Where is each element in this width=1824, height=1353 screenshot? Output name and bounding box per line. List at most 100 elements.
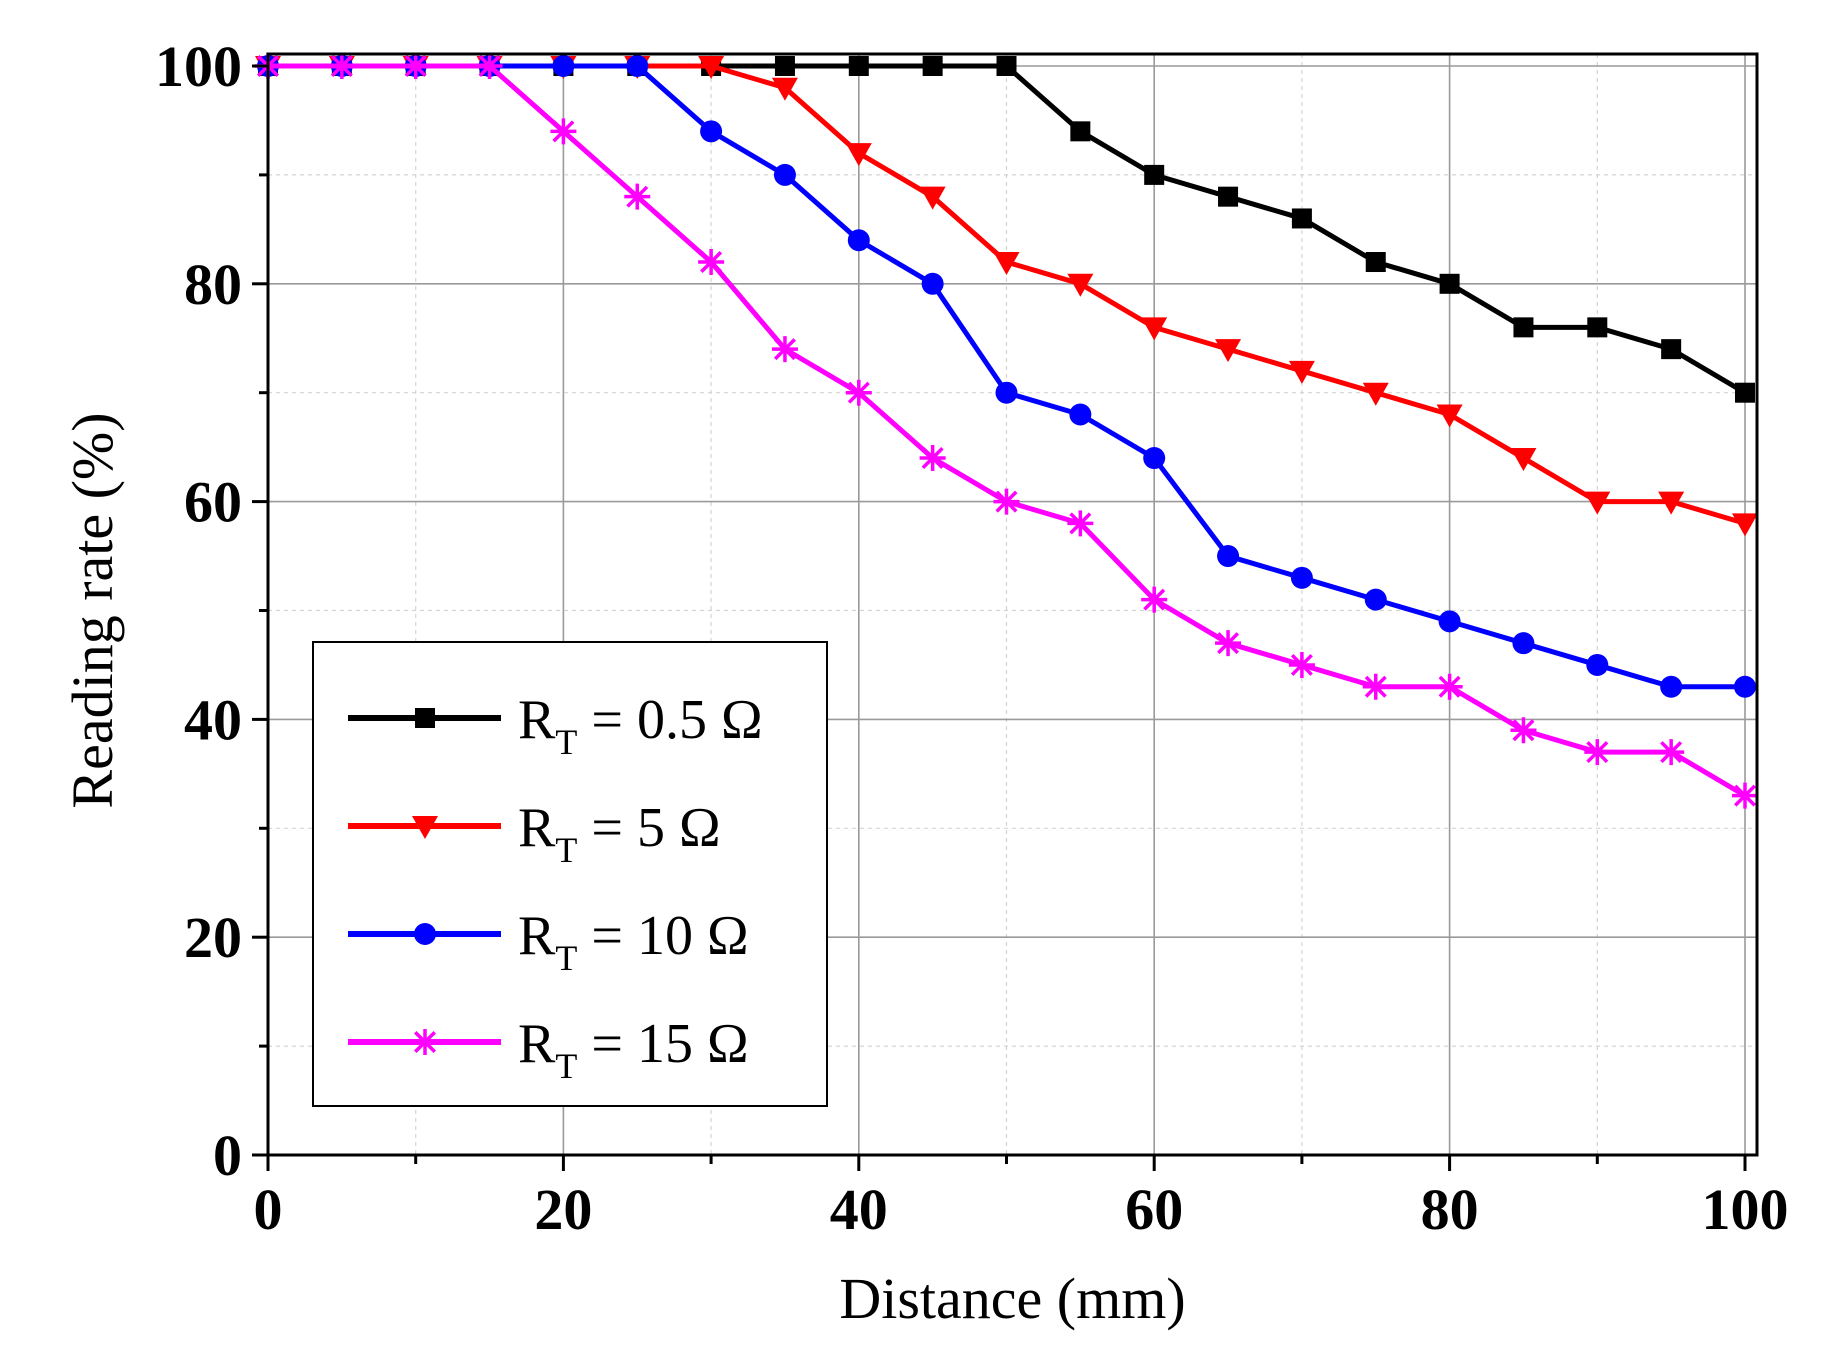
- square-marker: [848, 56, 869, 76]
- square-marker: [1513, 317, 1534, 338]
- x-tick-label: 20: [534, 1177, 592, 1242]
- legend-item-1: RT = 0.5 Ω: [348, 689, 763, 762]
- asterisk-marker: [993, 488, 1020, 515]
- square-marker: [774, 56, 795, 76]
- triangle-down-marker: [1436, 404, 1463, 428]
- triangle-down-marker: [845, 143, 872, 167]
- asterisk-marker: [1215, 630, 1242, 657]
- circle-marker: [921, 272, 944, 295]
- asterisk-marker: [1067, 510, 1094, 537]
- legend: RT = 0.5 ΩRT = 5 ΩRT = 10 ΩRT = 15 Ω: [312, 641, 828, 1107]
- square-marker: [1735, 382, 1755, 403]
- triangle-down-marker: [1141, 317, 1168, 341]
- y-tick-label: 40: [184, 687, 242, 752]
- circle-marker: [995, 381, 1018, 404]
- triangle-down-marker: [1732, 513, 1758, 537]
- x-tick-label: 100: [1702, 1177, 1789, 1242]
- asterisk-marker: [1362, 673, 1389, 700]
- triangle-down-marker: [1510, 448, 1537, 472]
- legend-item-3: RT = 10 Ω: [348, 905, 749, 978]
- legend-label-main: R: [518, 689, 556, 751]
- circle-marker: [1290, 566, 1313, 589]
- y-tick-label: 100: [155, 34, 242, 99]
- square-marker: [415, 708, 435, 728]
- circle-marker: [700, 120, 723, 143]
- plot-area-frame: [266, 52, 1759, 1157]
- square-marker: [1070, 121, 1091, 142]
- circle-marker: [1143, 447, 1166, 470]
- circle-marker: [773, 163, 796, 186]
- asterisk-marker: [412, 1029, 438, 1055]
- asterisk-marker: [919, 445, 946, 472]
- asterisk-marker: [402, 53, 429, 79]
- asterisk-marker: [550, 118, 577, 145]
- legend-label-main: R: [518, 1013, 556, 1075]
- square-marker: [1144, 164, 1165, 185]
- square-marker: [1365, 252, 1386, 273]
- circle-marker: [1069, 403, 1092, 426]
- triangle-down-marker: [1658, 491, 1685, 515]
- triangle-down-marker: [919, 186, 946, 210]
- legend-label-subscript: T: [555, 938, 577, 978]
- legend-label-rest: = 10 Ω: [577, 905, 748, 967]
- axis-tick-labels: 0 20 40 60 80 100 0 20 40 60 80 100: [155, 34, 1789, 1242]
- triangle-down-marker: [993, 252, 1020, 276]
- y-tick-label: 0: [213, 1123, 242, 1188]
- legend-label-main: R: [518, 797, 556, 859]
- x-tick-label: 0: [254, 1177, 283, 1242]
- circle-marker: [1364, 588, 1387, 611]
- circle-marker: [626, 55, 649, 77]
- legend-label-rest: = 0.5 Ω: [577, 689, 762, 751]
- triangle-down-marker: [1362, 382, 1389, 406]
- legend-label-rest: = 5 Ω: [577, 797, 720, 859]
- asterisk-marker: [476, 53, 503, 79]
- legend-label-subscript: T: [555, 722, 577, 762]
- square-marker: [1661, 339, 1682, 360]
- asterisk-marker: [845, 379, 872, 406]
- asterisk-marker: [1658, 739, 1685, 766]
- legend-item-2: RT = 5 Ω: [348, 797, 721, 870]
- asterisk-marker: [771, 336, 798, 363]
- circle-marker: [847, 229, 870, 252]
- triangle-down-marker: [771, 77, 798, 101]
- square-marker: [996, 56, 1017, 76]
- triangle-down-marker: [1215, 339, 1242, 363]
- asterisk-marker: [698, 249, 725, 276]
- asterisk-marker: [624, 183, 651, 210]
- square-marker: [1291, 208, 1312, 229]
- triangle-down-marker: [698, 56, 725, 79]
- legend-label-main: R: [518, 905, 556, 967]
- circle-marker: [1512, 632, 1535, 655]
- asterisk-marker: [1584, 739, 1611, 766]
- triangle-down-marker: [412, 816, 438, 839]
- legend-label-rest: = 15 Ω: [577, 1013, 748, 1075]
- triangle-down-marker: [1584, 491, 1611, 515]
- asterisk-marker: [1141, 586, 1168, 613]
- x-tick-label: 60: [1125, 1177, 1183, 1242]
- asterisk-marker: [328, 53, 355, 79]
- triangle-down-marker: [1288, 360, 1315, 384]
- circle-marker: [1734, 675, 1756, 698]
- x-axis-title: Distance (mm): [839, 1266, 1185, 1331]
- y-axis-title: Reading rate (%): [60, 412, 125, 808]
- x-tick-label: 80: [1421, 1177, 1479, 1242]
- circle-marker: [1438, 610, 1461, 633]
- x-tick-label: 40: [830, 1177, 888, 1242]
- triangle-down-marker: [1067, 273, 1094, 297]
- legend-label: RT = 0.5 Ω: [518, 689, 763, 762]
- circle-marker: [552, 55, 575, 77]
- asterisk-marker: [1510, 717, 1537, 744]
- series-layer: [255, 53, 1758, 809]
- circle-marker: [1660, 675, 1683, 698]
- y-tick-label: 80: [184, 252, 242, 317]
- asterisk-marker: [1732, 782, 1758, 809]
- circle-marker: [1217, 545, 1240, 568]
- circle-marker: [1586, 653, 1609, 676]
- legend-label: RT = 10 Ω: [518, 905, 749, 978]
- legend-label-subscript: T: [555, 830, 577, 870]
- y-tick-label: 60: [184, 470, 242, 535]
- legend-label: RT = 15 Ω: [518, 1013, 749, 1086]
- square-marker: [1218, 186, 1239, 207]
- y-tick-label: 20: [184, 905, 242, 970]
